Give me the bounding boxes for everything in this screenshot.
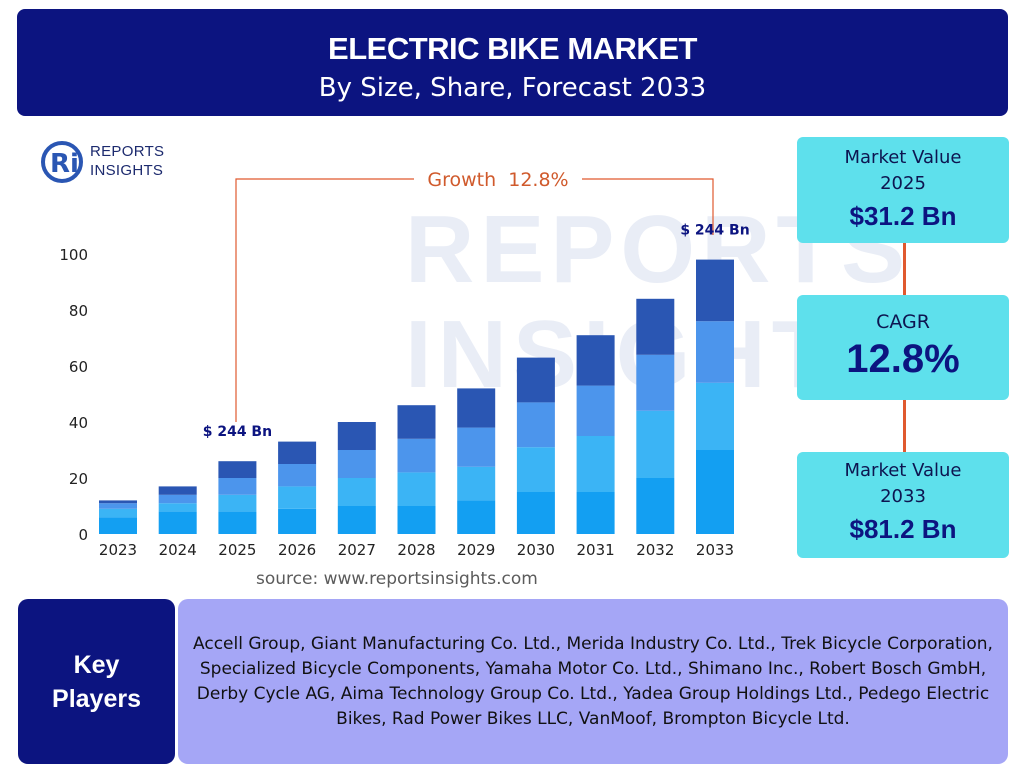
bar-segment: [278, 486, 317, 509]
bar-segment: [576, 385, 615, 436]
bar-segment: [99, 517, 137, 534]
bar-segment: [218, 494, 257, 512]
bar-segment: [99, 508, 137, 518]
x-tick-label: 2033: [696, 541, 734, 559]
bar-segment: [218, 511, 257, 534]
market-2025-label: Market Value: [844, 147, 962, 168]
bar-segment: [516, 447, 555, 492]
bars: [99, 259, 734, 534]
y-tick-label: 0: [78, 526, 88, 544]
bar-segment: [457, 466, 496, 501]
growth-label: Growth 12.8%: [427, 169, 568, 191]
x-tick-label: 2030: [517, 541, 555, 559]
bar-segment: [397, 472, 436, 506]
growth-annotation: Growth 12.8%: [235, 169, 714, 422]
bar-segment: [696, 450, 734, 534]
bar-segment: [337, 422, 376, 450]
bar-segment: [158, 494, 197, 504]
bar-segment: [696, 382, 734, 450]
bar-segment: [457, 388, 496, 428]
y-tick-label: 100: [59, 246, 88, 264]
bar-segment: [576, 492, 615, 534]
bar-segment: [636, 410, 675, 478]
logo-mark-letters: Ri: [50, 149, 79, 179]
bar-segment: [278, 441, 317, 464]
x-tick-label: 2028: [397, 541, 435, 559]
x-tick-label: 2026: [278, 541, 316, 559]
bar-segment: [158, 486, 197, 495]
market-2033-year: 2033: [880, 486, 926, 507]
reports-insights-logo: Ri REPORTS INSIGHTS: [40, 140, 190, 184]
x-tick-label: 2031: [577, 541, 615, 559]
connector-bottom: [903, 400, 906, 452]
y-tick-label: 40: [69, 414, 88, 432]
page-subtitle: By Size, Share, Forecast 2033: [318, 73, 707, 103]
bar-segment: [576, 436, 615, 492]
x-tick-label: 2023: [99, 541, 137, 559]
x-axis: 2023 2024 2025 2026 2027 2028 2029 2030 2031 2032…: [99, 541, 734, 559]
bar-segment: [636, 298, 675, 355]
bar-annotations: $ 244 Bn $ 244 Bn: [203, 223, 750, 441]
bar-segment: [516, 357, 555, 403]
bar-segment: [696, 259, 734, 322]
connector-top: [903, 243, 906, 295]
cagr-value: 12.8%: [846, 337, 960, 381]
bar-segment: [99, 500, 137, 504]
cagr-card: CAGR 12.8%: [797, 295, 1009, 400]
bar-segment: [397, 405, 436, 439]
logo-mark-icon: Ri: [41, 141, 83, 183]
bar-segment: [516, 402, 555, 448]
bar-segment: [337, 450, 376, 478]
y-tick-label: 80: [69, 302, 88, 320]
y-axis: 0 20 40 60 80 100: [59, 246, 88, 544]
y-tick-label: 60: [69, 358, 88, 376]
market-value-2033-card: Market Value 2033 $81.2 Bn: [797, 452, 1009, 558]
bar-segment: [218, 461, 257, 478]
bar-segment: [636, 478, 675, 534]
logo-line2: INSIGHTS: [90, 162, 164, 179]
bar-segment: [696, 321, 734, 383]
key-players-box: Accell Group, Giant Manufacturing Co. Lt…: [178, 599, 1008, 764]
bar-segment: [337, 478, 376, 506]
x-tick-label: 2032: [636, 541, 674, 559]
bar-segment: [457, 500, 496, 534]
header-banner: ELECTRIC BIKE MARKET By Size, Share, For…: [17, 9, 1008, 116]
x-tick-label: 2029: [457, 541, 495, 559]
bar-segment: [397, 438, 436, 473]
bar-segment: [99, 503, 137, 509]
growth-bracket: [235, 178, 414, 422]
x-tick-label: 2027: [338, 541, 376, 559]
market-2025-value: $31.2 Bn: [849, 201, 957, 231]
bar-annotation-label: $ 244 Bn: [203, 424, 272, 440]
bar-segment: [576, 335, 615, 386]
bar-segment: [397, 506, 436, 534]
y-tick-label: 20: [69, 470, 88, 488]
bar-segment: [516, 492, 555, 534]
bar-segment: [158, 503, 197, 512]
bar-segment: [457, 427, 496, 467]
bar-annotation-label: $ 244 Bn: [680, 223, 749, 239]
x-tick-label: 2024: [159, 541, 197, 559]
page-title: ELECTRIC BIKE MARKET: [328, 31, 697, 66]
bar-segment: [218, 478, 257, 495]
key-players-label-line2: Players: [52, 684, 141, 713]
bar-segment: [337, 506, 376, 534]
logo-line1: REPORTS: [90, 143, 165, 160]
bar-segment: [158, 511, 197, 534]
bar-segment: [278, 464, 317, 487]
key-players-label: Key Players: [18, 599, 175, 764]
bar-segment: [636, 354, 675, 411]
growth-bracket-right: [582, 178, 714, 235]
bar-segment: [278, 508, 317, 534]
market-2033-value: $81.2 Bn: [849, 514, 957, 544]
key-players-label-line1: Key: [73, 650, 120, 679]
market-2033-label: Market Value: [844, 460, 962, 481]
x-tick-label: 2025: [218, 541, 256, 559]
market-2025-year: 2025: [880, 173, 926, 194]
source-note: source: www.reportsinsights.com: [256, 569, 538, 589]
cagr-label: CAGR: [876, 311, 930, 333]
market-value-2025-card: Market Value 2025 $31.2 Bn: [797, 137, 1009, 243]
key-players-list: Accell Group, Giant Manufacturing Co. Lt…: [193, 633, 993, 729]
